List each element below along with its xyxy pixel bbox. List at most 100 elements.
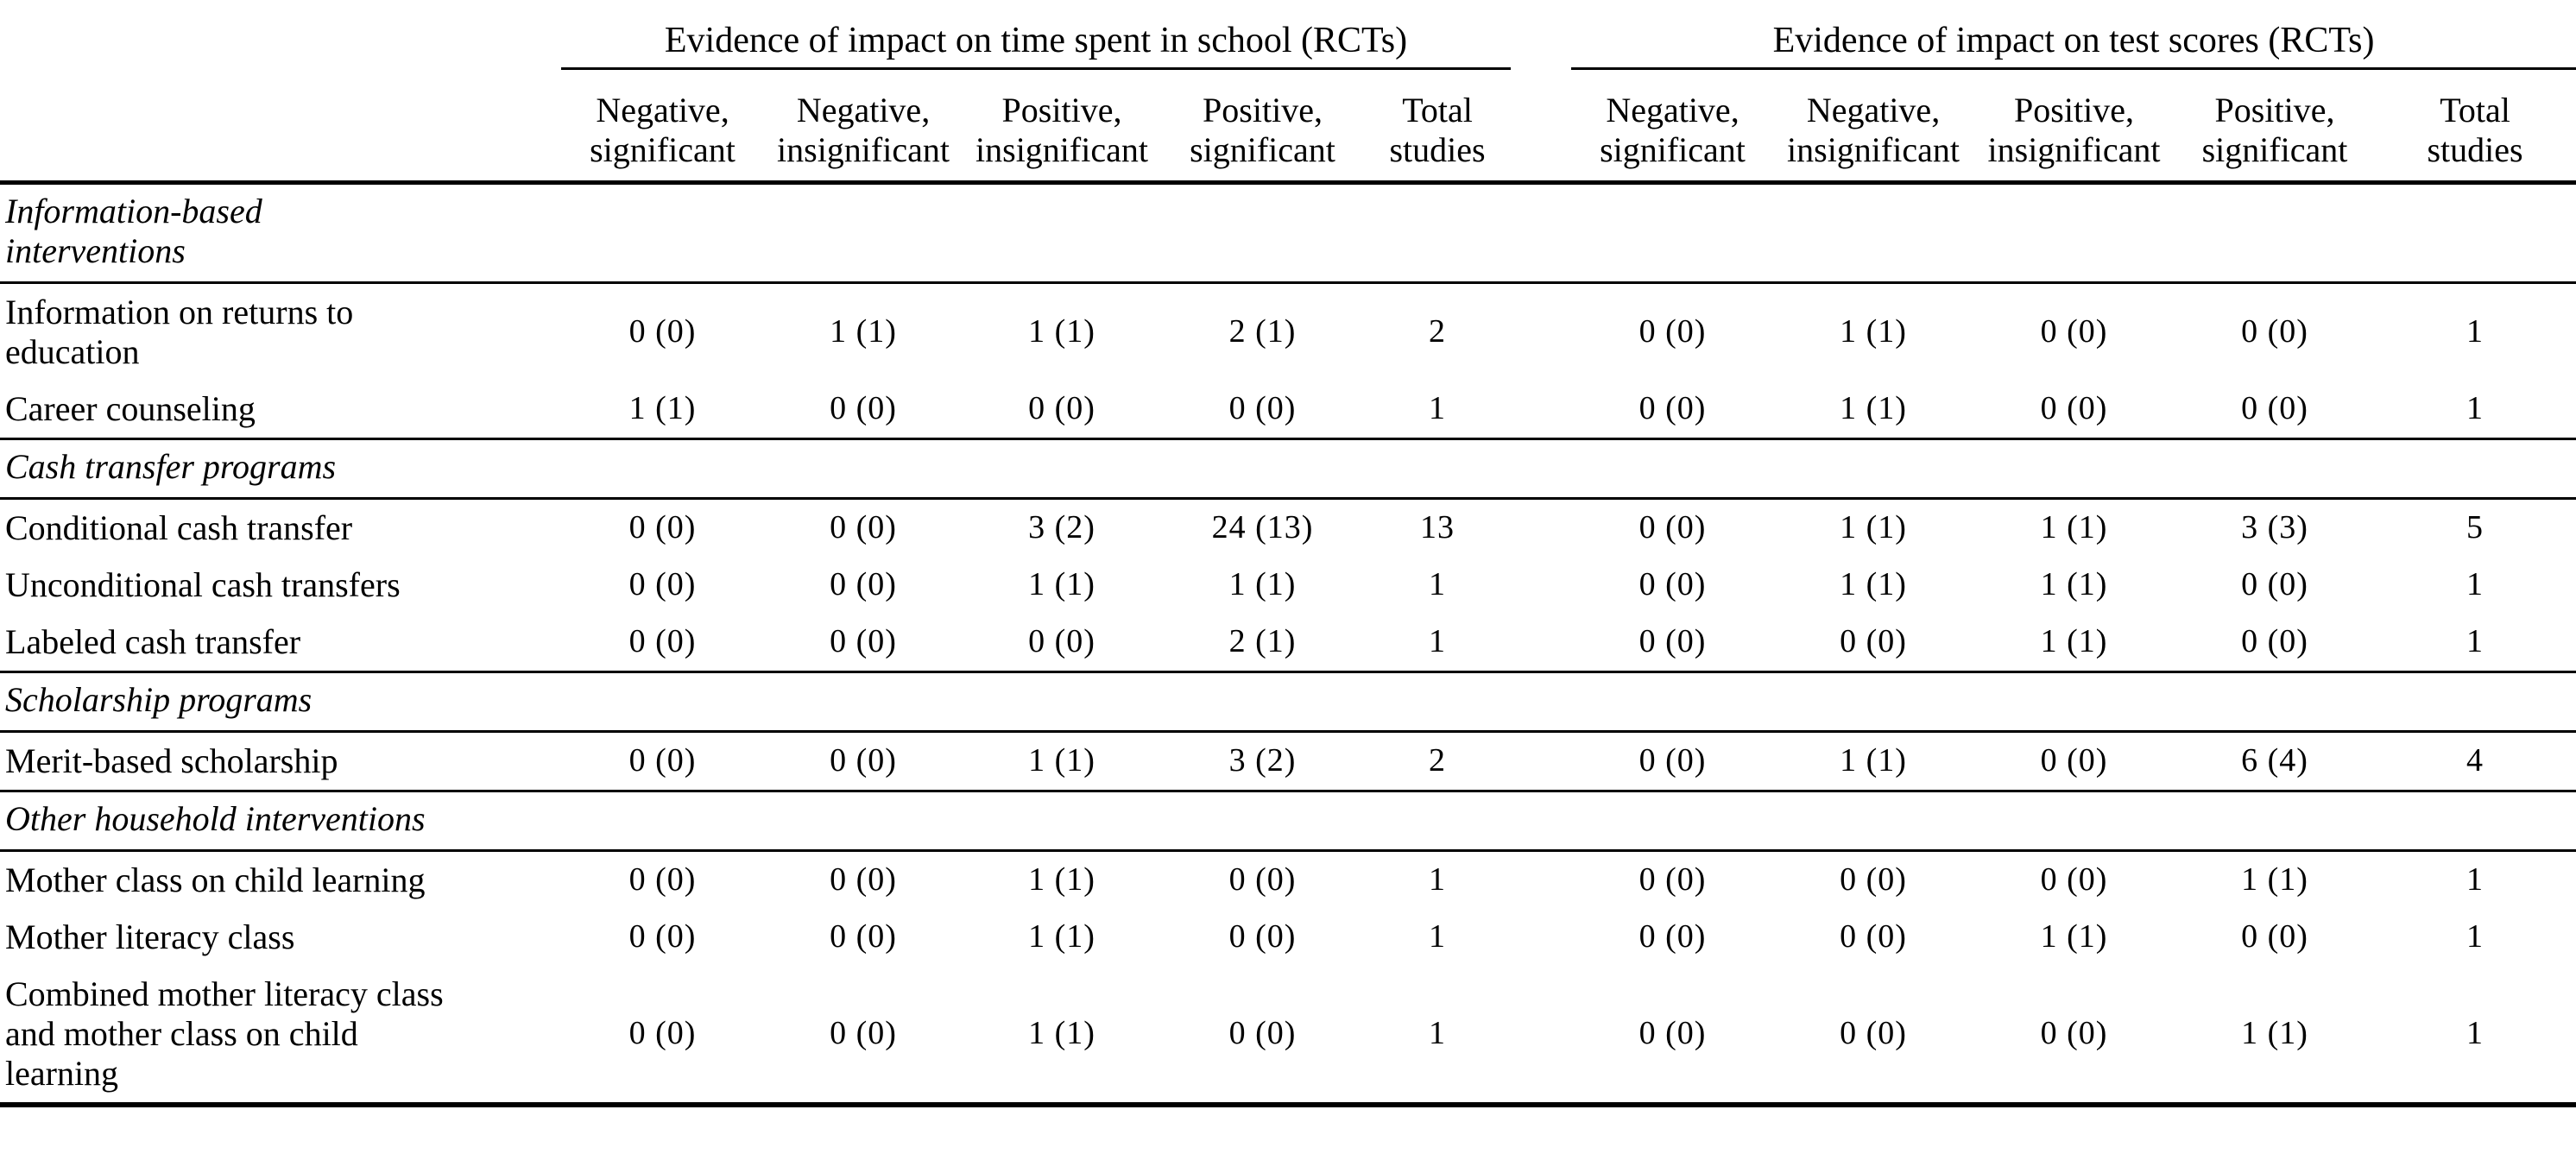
table-row: Labeled cash transfer 0 (0) 0 (0) 0 (0) … [0, 614, 2576, 672]
data-cell-school-total: 1 [1429, 623, 1446, 660]
column-header-school-neg-insig: Negative, insignificant [764, 68, 963, 186]
data-cell-school-pos-sig: 24 (13) [1211, 509, 1314, 546]
impact-table: Evidence of impact on time spent in scho… [0, 0, 2576, 1108]
data-cell-school-pos-sig: 0 (0) [1228, 861, 1297, 898]
column-header-scores-pos-insig: Positive, insignificant [1973, 68, 2175, 186]
data-cell-scores-pos-insig: 0 (0) [2040, 861, 2108, 898]
data-cell-school-neg-sig: 1 (1) [628, 390, 697, 427]
group-gap [1511, 614, 1571, 672]
data-cell-school-pos-sig: 2 (1) [1228, 313, 1297, 350]
data-cell-school-neg-sig: 0 (0) [628, 313, 697, 350]
data-cell-scores-total: 1 [2466, 918, 2484, 955]
data-cell-school-total: 2 [1429, 742, 1446, 779]
table-body: Information-based interventions Informat… [0, 181, 2576, 1106]
group-gap [1511, 732, 1571, 791]
table-row: Information on returns to education 0 (0… [0, 283, 2576, 381]
data-cell-school-pos-insig: 1 (1) [1028, 1015, 1095, 1052]
data-cell-school-neg-insig: 0 (0) [830, 742, 897, 779]
group-gap [1511, 557, 1571, 614]
data-cell-school-pos-insig: 1 (1) [1028, 742, 1095, 779]
table-row: Conditional cash transfer 0 (0) 0 (0) 3 … [0, 499, 2576, 558]
data-cell-school-neg-sig: 0 (0) [628, 566, 697, 603]
data-cell-scores-pos-sig: 0 (0) [2241, 390, 2308, 427]
data-cell-school-pos-sig: 1 (1) [1228, 566, 1297, 603]
corner-cell [0, 68, 561, 186]
data-cell-scores-pos-insig: 1 (1) [2040, 509, 2108, 546]
data-cell-scores-pos-insig: 1 (1) [2040, 566, 2108, 603]
data-cell-scores-pos-sig: 1 (1) [2241, 861, 2308, 898]
data-cell-scores-pos-sig: 3 (3) [2241, 509, 2308, 546]
table-row: Unconditional cash transfers 0 (0) 0 (0)… [0, 557, 2576, 614]
row-label: Merit-based scholarship [5, 741, 338, 781]
data-cell-school-total: 1 [1429, 1015, 1446, 1052]
data-cell-scores-pos-sig: 1 (1) [2241, 1015, 2308, 1052]
data-cell-scores-total: 1 [2466, 313, 2484, 350]
data-cell-scores-neg-sig: 0 (0) [1638, 509, 1707, 546]
data-cell-school-neg-insig: 0 (0) [830, 861, 897, 898]
data-cell-scores-neg-sig: 0 (0) [1638, 313, 1707, 350]
section-row: Scholarship programs [0, 671, 2576, 734]
column-header-scores-pos-sig: Positive, significant [2175, 68, 2374, 186]
table-row: Combined mother literacy class and mothe… [0, 966, 2576, 1105]
data-cell-school-total: 1 [1429, 566, 1446, 603]
section-label: Scholarship programs [0, 671, 2576, 734]
column-header-row: Negative, significant Negative, insignif… [0, 68, 2576, 186]
data-cell-school-neg-insig: 0 (0) [830, 1015, 897, 1052]
data-cell-scores-neg-sig: 0 (0) [1638, 623, 1707, 660]
column-header-school-pos-sig: Positive, significant [1161, 68, 1364, 186]
column-header-school-neg-sig: Negative, significant [561, 68, 764, 186]
data-cell-school-total: 2 [1429, 313, 1446, 350]
data-cell-scores-pos-sig: 0 (0) [2241, 313, 2308, 350]
data-cell-school-neg-insig: 0 (0) [830, 623, 897, 660]
data-cell-school-pos-insig: 1 (1) [1028, 861, 1095, 898]
group-gap [1511, 0, 1571, 69]
data-cell-scores-neg-sig: 0 (0) [1638, 861, 1707, 898]
data-cell-school-total: 1 [1429, 390, 1446, 427]
column-header-school-pos-insig: Positive, insignificant [963, 68, 1161, 186]
data-cell-school-total: 1 [1429, 918, 1446, 955]
data-cell-scores-pos-insig: 0 (0) [2040, 1015, 2108, 1052]
data-cell-scores-neg-insig: 1 (1) [1840, 742, 1907, 779]
table-row: Career counseling 1 (1) 0 (0) 0 (0) 0 (0… [0, 381, 2576, 439]
data-cell-school-pos-insig: 0 (0) [1028, 390, 1095, 427]
group-gap [1511, 909, 1571, 966]
data-cell-scores-pos-sig: 0 (0) [2241, 623, 2308, 660]
data-cell-school-pos-insig: 3 (2) [1028, 509, 1095, 546]
data-cell-scores-total: 1 [2466, 861, 2484, 898]
section-row: Information-based interventions [0, 181, 2576, 285]
data-cell-school-pos-sig: 0 (0) [1228, 1015, 1297, 1052]
data-cell-school-total: 13 [1420, 509, 1455, 546]
section-label: Cash transfer programs [0, 438, 2576, 501]
row-label: Conditional cash transfer [5, 508, 353, 548]
data-cell-school-neg-sig: 0 (0) [628, 623, 697, 660]
data-cell-school-pos-insig: 1 (1) [1028, 313, 1095, 350]
group-gap [1511, 381, 1571, 439]
data-cell-scores-neg-sig: 0 (0) [1638, 566, 1707, 603]
data-cell-scores-neg-sig: 0 (0) [1638, 918, 1707, 955]
data-cell-school-neg-insig: 1 (1) [830, 313, 897, 350]
data-cell-school-total: 1 [1429, 861, 1446, 898]
data-cell-scores-total: 1 [2466, 623, 2484, 660]
data-cell-scores-neg-insig: 1 (1) [1840, 390, 1907, 427]
data-cell-school-pos-insig: 1 (1) [1028, 566, 1095, 603]
data-cell-school-neg-insig: 0 (0) [830, 566, 897, 603]
data-cell-scores-neg-insig: 1 (1) [1840, 509, 1907, 546]
column-header-scores-neg-insig: Negative, insignificant [1774, 68, 1973, 186]
data-cell-scores-total: 4 [2466, 742, 2484, 779]
group-header-school: Evidence of impact on time spent in scho… [561, 0, 1511, 71]
data-cell-scores-neg-sig: 0 (0) [1638, 390, 1707, 427]
data-cell-school-neg-insig: 0 (0) [830, 918, 897, 955]
data-cell-scores-total: 5 [2466, 509, 2484, 546]
section-label: Information-based interventions [0, 181, 2576, 285]
group-gap [1511, 283, 1571, 381]
row-label: Mother literacy class [5, 917, 295, 957]
data-cell-scores-neg-sig: 0 (0) [1638, 742, 1707, 779]
data-cell-scores-pos-insig: 1 (1) [2040, 918, 2108, 955]
data-cell-school-neg-sig: 0 (0) [628, 1015, 697, 1052]
table-row: Mother class on child learning 0 (0) 0 (… [0, 851, 2576, 910]
section-row: Cash transfer programs [0, 438, 2576, 501]
group-header-row: Evidence of impact on time spent in scho… [0, 0, 2576, 71]
data-cell-scores-neg-insig: 0 (0) [1840, 918, 1907, 955]
data-cell-school-pos-insig: 0 (0) [1028, 623, 1095, 660]
data-cell-school-pos-sig: 2 (1) [1228, 623, 1297, 660]
